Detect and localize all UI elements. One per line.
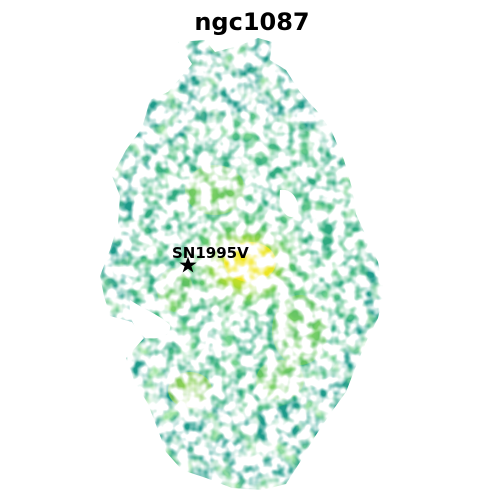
galaxy-emission — [90, 30, 400, 500]
marker-label: SN1995V — [172, 244, 249, 262]
